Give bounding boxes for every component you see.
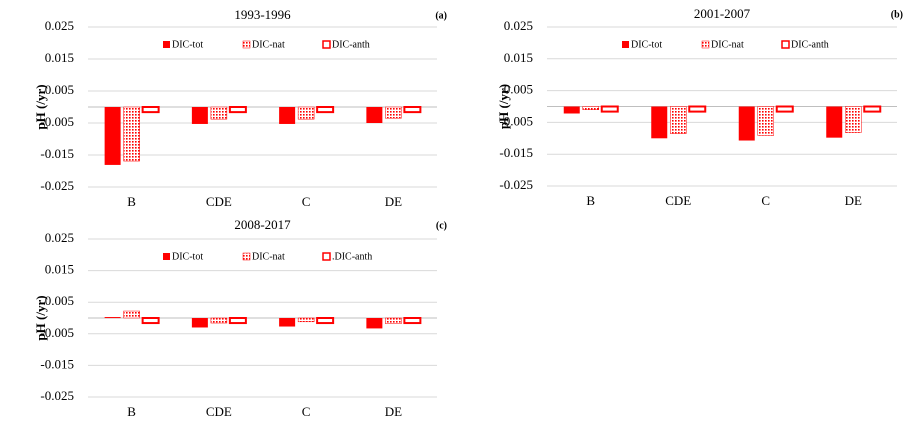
bar	[297, 106, 315, 120]
bar	[279, 107, 296, 124]
x-tick-label: DE	[845, 193, 862, 208]
legend-marker	[781, 40, 790, 49]
x-tick-label: B	[586, 193, 595, 208]
bar	[582, 106, 599, 110]
bar	[191, 318, 208, 328]
y-axis-label: pH (/yr)	[496, 84, 511, 129]
x-tick-label: C	[761, 193, 770, 208]
bar	[670, 106, 687, 134]
legend-label: DIC-nat	[252, 39, 285, 50]
y-axis-label: pH (/yr)	[33, 295, 48, 340]
y-tick-label: 0.015	[45, 262, 74, 277]
bar	[210, 317, 228, 324]
bar	[104, 107, 121, 165]
legend-label: DIC-nat	[252, 251, 285, 262]
bar	[104, 317, 121, 319]
legend-marker	[701, 40, 710, 49]
bar	[141, 106, 160, 114]
legend-label: DIC-tot	[172, 39, 203, 50]
bar	[191, 107, 208, 124]
x-tick-label: CDE	[665, 193, 691, 208]
bar	[845, 106, 862, 133]
bar	[651, 106, 668, 139]
bar	[316, 317, 335, 325]
y-tick-label: 0.005	[45, 82, 74, 97]
x-tick-label: C	[302, 404, 311, 419]
y-tick-label: 0.005	[504, 82, 533, 97]
legend-label: DIC-anth	[791, 39, 829, 50]
x-tick-label: C	[302, 194, 311, 209]
bar	[228, 317, 247, 325]
y-tick-label: 0.025	[45, 230, 74, 245]
bar	[385, 317, 402, 324]
bar	[403, 317, 422, 325]
y-tick-label: -0.015	[40, 356, 74, 371]
legend-marker	[242, 252, 251, 261]
y-tick-label: -0.005	[40, 114, 74, 129]
y-tick-label: 0.015	[45, 50, 74, 65]
bar	[738, 106, 755, 141]
y-tick-label: -0.025	[40, 178, 74, 193]
bar	[757, 106, 774, 136]
bar	[563, 106, 580, 114]
bar	[403, 106, 422, 114]
x-tick-label: DE	[385, 194, 402, 209]
bar	[863, 105, 882, 113]
panel-label: (b)	[891, 9, 903, 20]
y-tick-label: -0.005	[499, 113, 533, 128]
panel-label: (a)	[435, 10, 447, 21]
legend-label: DIC-nat	[711, 39, 744, 50]
x-tick-label: B	[127, 404, 136, 419]
legend-label: DIC-tot	[172, 251, 203, 262]
bar	[210, 106, 228, 120]
chart-title: 2008-2017	[234, 217, 291, 232]
y-tick-label: -0.015	[499, 145, 533, 160]
y-tick-label: 0.005	[45, 293, 74, 308]
y-tick-label: -0.005	[40, 325, 74, 340]
legend-marker	[163, 253, 170, 260]
bar	[141, 317, 160, 325]
x-tick-label: B	[127, 194, 136, 209]
bar	[600, 105, 619, 113]
panel-label: (c)	[436, 220, 447, 231]
bar	[123, 310, 140, 319]
y-tick-label: -0.025	[499, 177, 533, 192]
bar	[385, 106, 402, 119]
legend-marker	[242, 40, 251, 49]
y-tick-label: 0.015	[504, 50, 533, 65]
y-axis-label: pH (/yr)	[33, 84, 48, 129]
legend-marker	[622, 41, 629, 48]
bar	[688, 105, 707, 113]
chart-title: 2001-2007	[694, 6, 751, 21]
x-tick-label: CDE	[206, 404, 232, 419]
legend-marker	[163, 41, 170, 48]
legend-label: .DIC-anth	[332, 251, 372, 262]
legend-label: DIC-anth	[332, 39, 370, 50]
bar	[279, 318, 296, 327]
x-tick-label: DE	[385, 404, 402, 419]
x-tick-label: CDE	[206, 194, 232, 209]
bar	[123, 106, 140, 162]
bar	[297, 317, 315, 323]
bar	[366, 318, 383, 329]
bar	[316, 106, 335, 114]
legend-marker	[322, 252, 331, 261]
legend-label: DIC-tot	[631, 39, 662, 50]
y-tick-label: -0.015	[40, 146, 74, 161]
bar	[366, 107, 383, 123]
y-tick-label: 0.025	[504, 18, 533, 33]
legend-marker	[322, 40, 331, 49]
y-tick-label: -0.025	[40, 388, 74, 403]
y-tick-label: 0.025	[45, 18, 74, 33]
bar	[775, 105, 794, 113]
bar	[826, 106, 843, 138]
bar	[228, 106, 247, 114]
chart-title: 1993-1996	[234, 7, 291, 22]
